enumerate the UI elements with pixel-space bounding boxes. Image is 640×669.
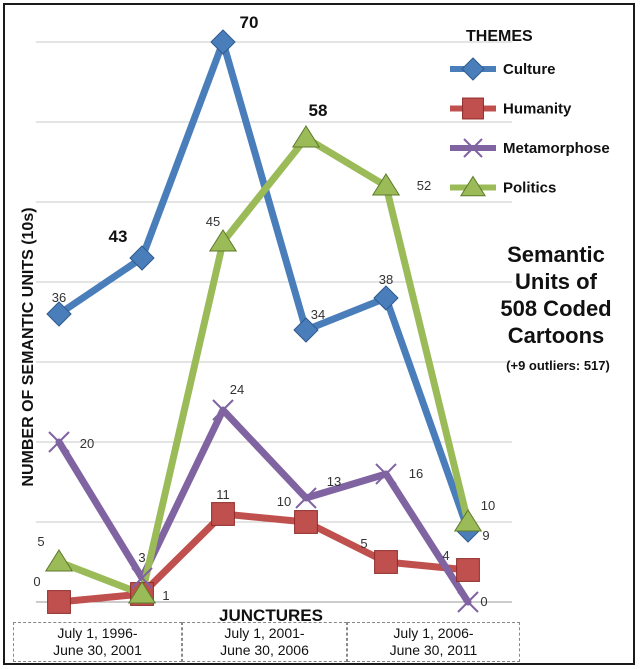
series-line-politics [55, 134, 472, 598]
point-politics [453, 509, 483, 532]
annotation: Semantic Units of 508 Coded Cartoons (+9… [500, 242, 611, 373]
data-label-humanity: 10 [277, 494, 291, 509]
annotation-line-1: Semantic [507, 242, 605, 267]
annotation-line-3: 508 Coded [500, 296, 611, 321]
legend-title: THEMES [466, 28, 533, 45]
category-box-2: July 1, 2001- June 30, 2006 [182, 622, 347, 662]
category-label-3: July 1, 2006- June 30, 2011 [389, 625, 478, 658]
point-metamorphose [295, 487, 317, 509]
category-label-2: July 1, 2001- June 30, 2006 [220, 625, 309, 658]
category-box-3: July 1, 2006- June 30, 2011 [347, 622, 520, 662]
data-label-culture: 9 [482, 528, 489, 543]
legend-entry-culture: Culture [503, 61, 556, 78]
data-label-culture: 34 [311, 307, 325, 322]
point-politics [371, 173, 401, 196]
series-line-metamorphose [55, 406, 472, 606]
series-line-humanity [55, 510, 472, 606]
point-humanity [456, 558, 480, 582]
point-culture [210, 29, 236, 55]
category-label-1: July 1, 1996- June 30, 2001 [53, 625, 142, 658]
data-label-humanity: 0 [33, 574, 40, 589]
data-label-culture: 38 [379, 272, 393, 287]
data-label-humanity: 5 [360, 536, 367, 551]
data-label-politics: 10 [481, 498, 495, 513]
annotation-line-4: Cartoons [508, 323, 605, 348]
chart-frame [3, 3, 635, 665]
legend-marker-culture [461, 57, 485, 81]
data-label-metamorphose: 3 [138, 550, 145, 565]
point-politics [208, 229, 238, 252]
data-label-humanity: 11 [216, 487, 230, 502]
point-metamorphose [48, 431, 70, 453]
point-culture [293, 317, 319, 343]
data-label-politics: 45 [206, 214, 220, 229]
point-metamorphose [131, 567, 153, 589]
data-label-politics: 5 [37, 534, 44, 549]
series-lines [55, 38, 472, 606]
point-metamorphose [212, 399, 234, 421]
data-label-culture: 43 [109, 227, 128, 246]
data-label-metamorphose: 16 [409, 466, 423, 481]
data-label-humanity: 4 [442, 548, 449, 563]
legend-entry-politics: Politics [503, 180, 556, 197]
point-metamorphose [375, 463, 397, 485]
data-label-politics: 58 [309, 101, 328, 120]
legend-marker-humanity [462, 97, 484, 120]
category-box-1: July 1, 1996- June 30, 2001 [13, 622, 182, 662]
legend: Culture Humanity Metamorphose Politics [450, 57, 610, 197]
point-culture [373, 285, 399, 311]
series-markers [44, 29, 483, 614]
annotation-subtitle: (+9 outliers: 517) [506, 358, 610, 373]
point-humanity [211, 502, 235, 526]
data-label-culture: 70 [240, 13, 259, 32]
y-axis-label: NUMBER OF SEMANTIC UNITS (10s) [20, 207, 37, 486]
legend-entry-metamorphose: Metamorphose [503, 140, 610, 157]
point-politics [291, 125, 321, 148]
point-humanity [47, 590, 71, 614]
point-humanity [374, 550, 398, 574]
data-label-metamorphose: 24 [230, 382, 244, 397]
data-label-politics: 52 [417, 178, 431, 193]
data-label-humanity: 1 [162, 588, 169, 603]
data-label-metamorphose: 20 [80, 436, 94, 451]
legend-marker-politics [459, 175, 487, 197]
annotation-line-2: Units of [515, 269, 598, 294]
point-metamorphose [457, 591, 479, 613]
gridlines [36, 41, 512, 603]
point-humanity [294, 510, 318, 534]
point-politics [44, 549, 74, 572]
x-axis-label: JUNCTURES [219, 606, 323, 625]
data-label-metamorphose: 0 [480, 594, 487, 609]
legend-marker-metamorphose [463, 138, 483, 158]
point-culture [46, 301, 72, 327]
data-label-culture: 36 [52, 290, 66, 305]
point-politics [127, 581, 157, 604]
point-culture [129, 245, 155, 271]
legend-entry-humanity: Humanity [503, 101, 572, 118]
data-label-metamorphose: 13 [327, 474, 341, 489]
